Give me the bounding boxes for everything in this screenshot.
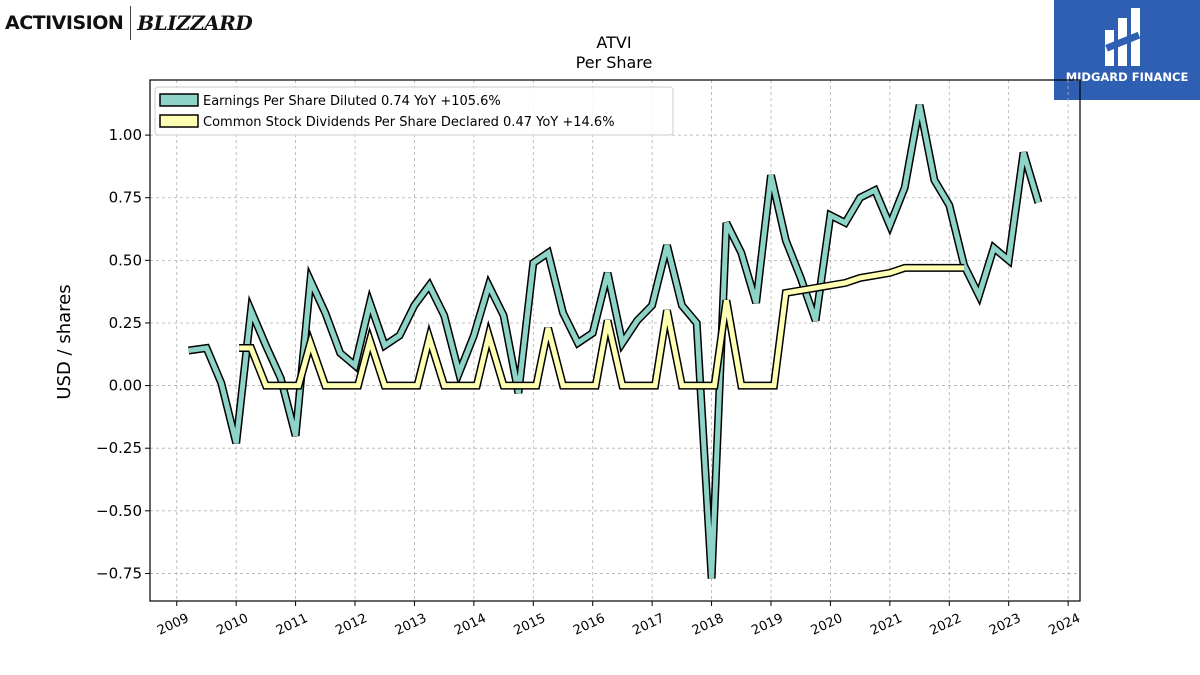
x-tick-label: 2015 (512, 611, 548, 639)
x-tick-label: 2018 (690, 611, 726, 639)
legend-label-1: Common Stock Dividends Per Share Declare… (203, 115, 615, 130)
blizzard-wordmark: BLIZZARD (137, 11, 253, 35)
x-tick-label: 2020 (809, 611, 845, 639)
y-tick-label: 0.00 (109, 377, 142, 395)
x-tick-label: 2011 (274, 611, 310, 639)
midgard-finance-logo: MIDGARD FINANCE (1054, 0, 1200, 100)
y-tick-label: 0.75 (109, 189, 142, 207)
y-tick-label: 1.00 (109, 126, 142, 144)
x-tick-label: 2017 (630, 611, 666, 639)
midgard-brand-text: MIDGARD FINANCE (1065, 70, 1189, 84)
x-tick-label: 2012 (333, 611, 369, 639)
x-tick-label: 2023 (987, 611, 1023, 639)
x-tick-label: 2013 (393, 611, 429, 639)
x-tick-label: 2021 (868, 611, 904, 639)
y-tick-label: 0.25 (109, 314, 142, 332)
activision-wordmark: ACTIVISION (5, 12, 124, 34)
x-tick-label: 2009 (155, 611, 191, 639)
legend-box (154, 86, 674, 136)
x-tick-label: 2022 (928, 611, 964, 639)
y-tick-label: −0.25 (96, 439, 142, 457)
x-tick-label: 2024 (1046, 611, 1082, 639)
logo-divider (130, 6, 132, 40)
activision-blizzard-logo: ACTIVISION BLIZZARD (5, 6, 253, 40)
x-tick-label: 2014 (452, 611, 488, 639)
x-tick-label: 2019 (749, 611, 785, 639)
x-tick-label: 2016 (571, 611, 607, 639)
legend-swatch-0 (159, 93, 199, 107)
legend-swatch-1 (159, 114, 199, 128)
chart-title: ATVI (596, 33, 631, 52)
legend-label-0: Earnings Per Share Diluted 0.74 YoY +105… (203, 94, 501, 109)
y-tick-label: −0.75 (96, 564, 142, 582)
y-tick-label: 0.50 (109, 251, 142, 269)
y-axis-label: USD / shares (54, 284, 75, 399)
series-0-line (188, 104, 1041, 579)
chart-subtitle: Per Share (576, 53, 653, 72)
y-tick-label: −0.50 (96, 502, 142, 520)
series-1-line (239, 265, 965, 389)
midgard-mark-icon (1105, 8, 1141, 66)
plot-frame (149, 79, 1081, 602)
x-tick-label: 2010 (215, 611, 251, 639)
